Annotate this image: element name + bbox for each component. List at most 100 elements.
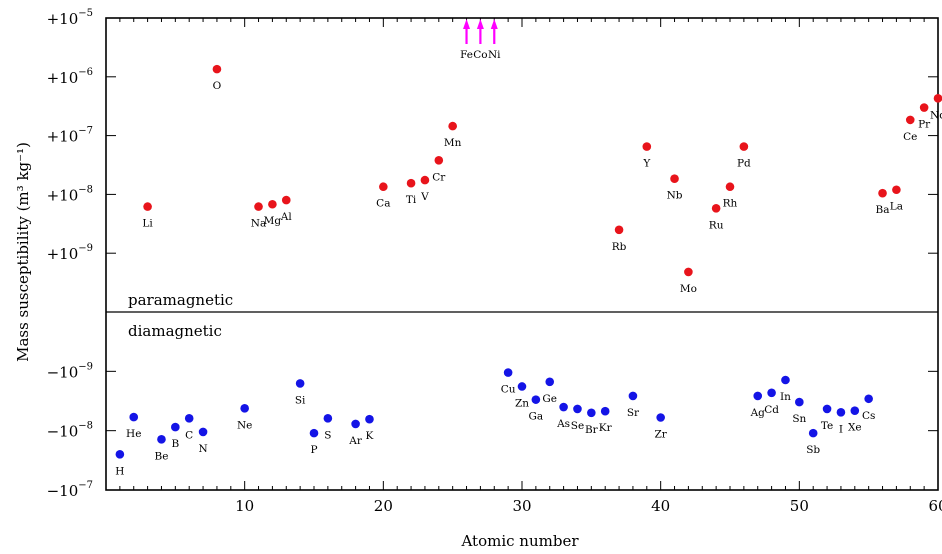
dia-point-xe	[850, 406, 860, 415]
dia-point-sn	[795, 397, 804, 407]
y-tick-label: −10−9	[47, 361, 93, 381]
para-label-mn: Mn	[444, 137, 462, 149]
para-point-ba	[878, 188, 887, 198]
dia-point-zn	[517, 382, 527, 391]
dia-label-cd: Cd	[764, 404, 779, 416]
y-tick-label: +10−8	[47, 184, 93, 204]
para-label-al: Al	[280, 211, 293, 223]
dia-point-s	[323, 414, 333, 423]
para-point-v	[420, 175, 430, 185]
para-label-na: Na	[251, 218, 266, 230]
dia-label-kr: Kr	[599, 422, 613, 434]
x-axis: 10 20 30 40 50 60	[119, 18, 942, 515]
dia-point-he	[129, 412, 139, 422]
dia-label-ag: Ag	[750, 407, 766, 419]
dia-label-as: As	[556, 418, 570, 430]
dia-label-he: He	[126, 428, 141, 440]
para-label-rh: Rh	[723, 198, 738, 210]
dia-label-xe: Xe	[848, 422, 862, 434]
para-point-nd	[933, 94, 942, 103]
dia-point-n	[198, 427, 208, 437]
para-label-ba: Ba	[876, 204, 890, 216]
para-label-mg: Mg	[264, 215, 282, 227]
dia-point-kr	[600, 406, 610, 416]
x-tick-label: 30	[512, 497, 531, 515]
dia-point-ge	[545, 377, 555, 387]
dia-label-ge: Ge	[542, 393, 557, 405]
dia-label-b: B	[171, 438, 179, 450]
dia-label-h: H	[115, 465, 124, 477]
arrow-head-ni	[490, 19, 498, 29]
dia-point-br	[587, 408, 596, 418]
dia-point-in	[781, 375, 790, 385]
dia-label-ne: Ne	[237, 419, 252, 431]
para-label-ti: Ti	[406, 194, 417, 206]
para-label-pr: Pr	[918, 119, 931, 131]
y-axis-paramagnetic: +10−9 +10−8 +10−7 +10−6 +10−5	[47, 8, 938, 263]
para-label-la: La	[890, 201, 903, 213]
dia-point-k	[365, 414, 374, 424]
dia-label-sn: Sn	[792, 413, 806, 425]
para-point-li	[143, 202, 152, 211]
para-point-ca	[379, 182, 388, 192]
off-scale-label-ni: Ni	[488, 49, 501, 61]
dia-point-b	[171, 422, 180, 432]
dia-label-be: Be	[154, 450, 168, 462]
para-label-li: Li	[142, 218, 153, 230]
para-point-mn	[448, 121, 457, 131]
dia-label-n: N	[198, 443, 207, 455]
para-point-rb	[614, 225, 624, 235]
para-label-rb: Rb	[612, 241, 627, 253]
x-tick-label: 10	[235, 497, 254, 515]
dia-point-te	[822, 404, 832, 414]
dia-point-ag	[753, 391, 763, 401]
x-axis-title: Atomic number	[460, 532, 579, 550]
dia-label-s: S	[324, 429, 331, 441]
off-scale-arrows: Fe Co Ni	[460, 19, 501, 61]
dia-point-p	[309, 428, 319, 438]
dia-point-h	[115, 449, 125, 459]
dia-point-be	[157, 435, 166, 444]
dia-label-i: I	[839, 423, 843, 435]
para-point-cr	[434, 156, 444, 165]
dia-point-as	[559, 402, 568, 412]
para-label-pd: Pd	[737, 158, 751, 170]
para-point-rh	[725, 182, 735, 192]
dia-label-zr: Zr	[655, 429, 668, 441]
y-tick-label: −10−8	[47, 421, 93, 441]
para-point-y	[642, 142, 652, 151]
dia-point-ga	[531, 395, 541, 404]
off-scale-label-fe: Fe	[460, 49, 473, 61]
dia-point-si	[295, 379, 305, 388]
y-tick-label: −10−7	[47, 480, 93, 500]
para-label-o: O	[213, 80, 222, 92]
x-tick-label: 40	[651, 497, 670, 515]
dia-label-te: Te	[821, 420, 833, 432]
dia-label-cs: Cs	[862, 410, 875, 422]
para-label-nb: Nb	[667, 190, 683, 202]
dia-label-si: Si	[295, 394, 306, 406]
para-label-ru: Ru	[709, 219, 724, 231]
off-scale-label-co: Co	[473, 49, 487, 61]
x-tick-label: 60	[928, 497, 942, 515]
para-point-mo	[684, 267, 693, 277]
dia-point-ne	[240, 404, 249, 413]
para-point-la	[892, 185, 901, 195]
para-label-cr: Cr	[432, 171, 446, 183]
dia-label-in: In	[780, 391, 791, 403]
para-point-o	[212, 64, 222, 74]
dia-point-sr	[628, 391, 638, 401]
dia-label-ga: Ga	[529, 411, 544, 423]
para-label-ce: Ce	[903, 131, 917, 143]
dia-label-sb: Sb	[806, 444, 820, 456]
dia-point-cu	[503, 368, 513, 377]
para-point-mg	[268, 199, 277, 209]
y-axis-title: Mass susceptibility (m³ kg⁻¹)	[14, 142, 32, 362]
x-tick-label: 20	[374, 497, 393, 515]
dia-label-br: Br	[585, 424, 599, 436]
diamagnetic-region-label: diamagnetic	[128, 322, 222, 340]
para-point-pr	[919, 103, 929, 112]
